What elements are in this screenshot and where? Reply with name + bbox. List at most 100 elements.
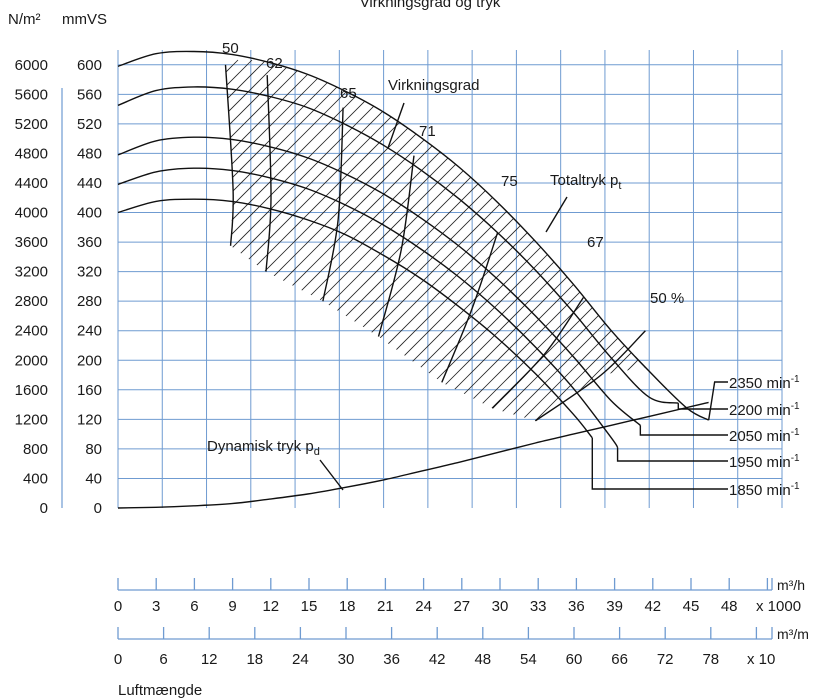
scale-tick-label: 15 [301,598,318,615]
hatch-line [225,59,407,421]
speed-label-superscript: -1 [791,427,800,438]
chart-title: Virkningsgrad og tryk [360,0,501,11]
hatch-line [281,59,646,421]
hatch-line [295,59,646,421]
hatch-line [225,59,393,421]
hatch-line [786,60,819,520]
efficiency-line [534,330,646,422]
hatch-line [267,59,646,421]
hatch-line [0,60,14,520]
scale-tick-label: 24 [292,651,309,668]
y-axis-label-pressure: N/m² [8,11,41,28]
scale-tick-label: 12 [201,651,218,668]
hatch-line [702,60,819,520]
y-tick-mmvs: 560 [77,86,102,103]
y-tick-pressure: 3200 [15,264,48,281]
hatch-line [814,60,819,520]
y-tick-mmvs: 360 [77,234,102,251]
scale-tick-label: 72 [657,651,674,668]
y-tick-pressure: 400 [23,470,48,487]
speed-label-text: 1850 min [729,482,791,499]
dynamisk-label: Dynamisk tryk pd [207,438,320,458]
y-tick-mmvs: 0 [94,500,102,517]
x-scale-m3h-unit: m³/h [777,577,805,593]
scale-tick-label: 36 [568,598,585,615]
hatch-line [463,59,646,421]
scale-tick-label: 66 [611,651,628,668]
y-tick-mmvs: 40 [85,470,102,487]
hatch-line [225,59,337,421]
x-scale-m3h-multiplier: x 1000 [756,598,801,615]
y-tick-pressure: 4000 [15,205,48,222]
hatch-line [421,59,646,421]
scale-tick-label: 48 [474,651,491,668]
scale-tick-label: 39 [606,598,623,615]
hatch-line [758,60,819,520]
efficiency-line [491,297,584,409]
x-axis-label: Luftmængde [118,682,202,699]
y-tick-mmvs: 160 [77,382,102,399]
scale-tick-label: 48 [721,598,738,615]
speed-label-superscript: -1 [791,374,800,385]
speed-curve [117,86,679,404]
y-tick-mmvs: 200 [77,352,102,369]
dynamisk-text: Dynamisk tryk p [207,438,314,455]
scale-tick-label: 30 [492,598,509,615]
scale-tick-label: 18 [339,598,356,615]
y-tick-pressure: 4800 [15,145,48,162]
efficiency-label: 50 % [650,290,684,307]
y-tick-mmvs: 80 [85,441,102,458]
speed-curve [117,136,641,426]
hatch-line [225,59,589,421]
hatch-line [575,59,646,421]
hatch-line [800,60,819,520]
y-tick-pressure: 1200 [15,411,48,428]
speed-leader [616,447,728,462]
y-tick-pressure: 5200 [15,116,48,133]
y-tick-mmvs: 440 [77,175,102,192]
speed-curve [117,167,619,448]
speed-leader [639,425,728,436]
efficiency-label: 75 [501,173,518,190]
speed-label-superscript: -1 [791,481,800,492]
scale-tick-label: 3 [152,598,160,615]
scale-tick-label: 54 [520,651,537,668]
y-axis-label-mmvs: mmVS [62,11,107,28]
scale-tick-label: 36 [383,651,400,668]
speed-label-superscript: -1 [791,401,800,412]
speed-leader [707,381,728,421]
hatch-line [688,60,819,520]
hatch-line [393,59,646,421]
hatch-line [561,59,646,421]
y-tick-pressure: 800 [23,441,48,458]
hatch-line [225,59,351,421]
y-tick-mmvs: 280 [77,293,102,310]
hatch-line [617,59,646,421]
hatch-line [225,59,421,421]
scale-tick-label: 33 [530,598,547,615]
speed-leader [591,437,728,490]
scale-tick-label: 42 [644,598,661,615]
scale-tick-label: 78 [702,651,719,668]
speed-label-text: 2200 min [729,402,791,419]
y-tick-mmvs: 400 [77,205,102,222]
scale-tick-label: 45 [683,598,700,615]
scale-tick-label: 24 [415,598,432,615]
hatch-line [772,60,819,520]
hatch-line [730,60,819,520]
y-tick-pressure: 2800 [15,293,48,310]
y-tick-mmvs: 320 [77,264,102,281]
y-tick-mmvs: 480 [77,145,102,162]
x-scale-m3m-multiplier: x 10 [747,651,775,668]
speed-leader [677,403,728,410]
hatch-line [603,59,646,421]
y-tick-mmvs: 240 [77,323,102,340]
scale-tick-label: 60 [566,651,583,668]
y-tick-mmvs: 520 [77,116,102,133]
hatch-line [716,60,819,520]
hatch-line [225,59,561,421]
virkningsgrad-label: Virkningsgrad [388,77,479,94]
hatch-line [379,59,646,421]
